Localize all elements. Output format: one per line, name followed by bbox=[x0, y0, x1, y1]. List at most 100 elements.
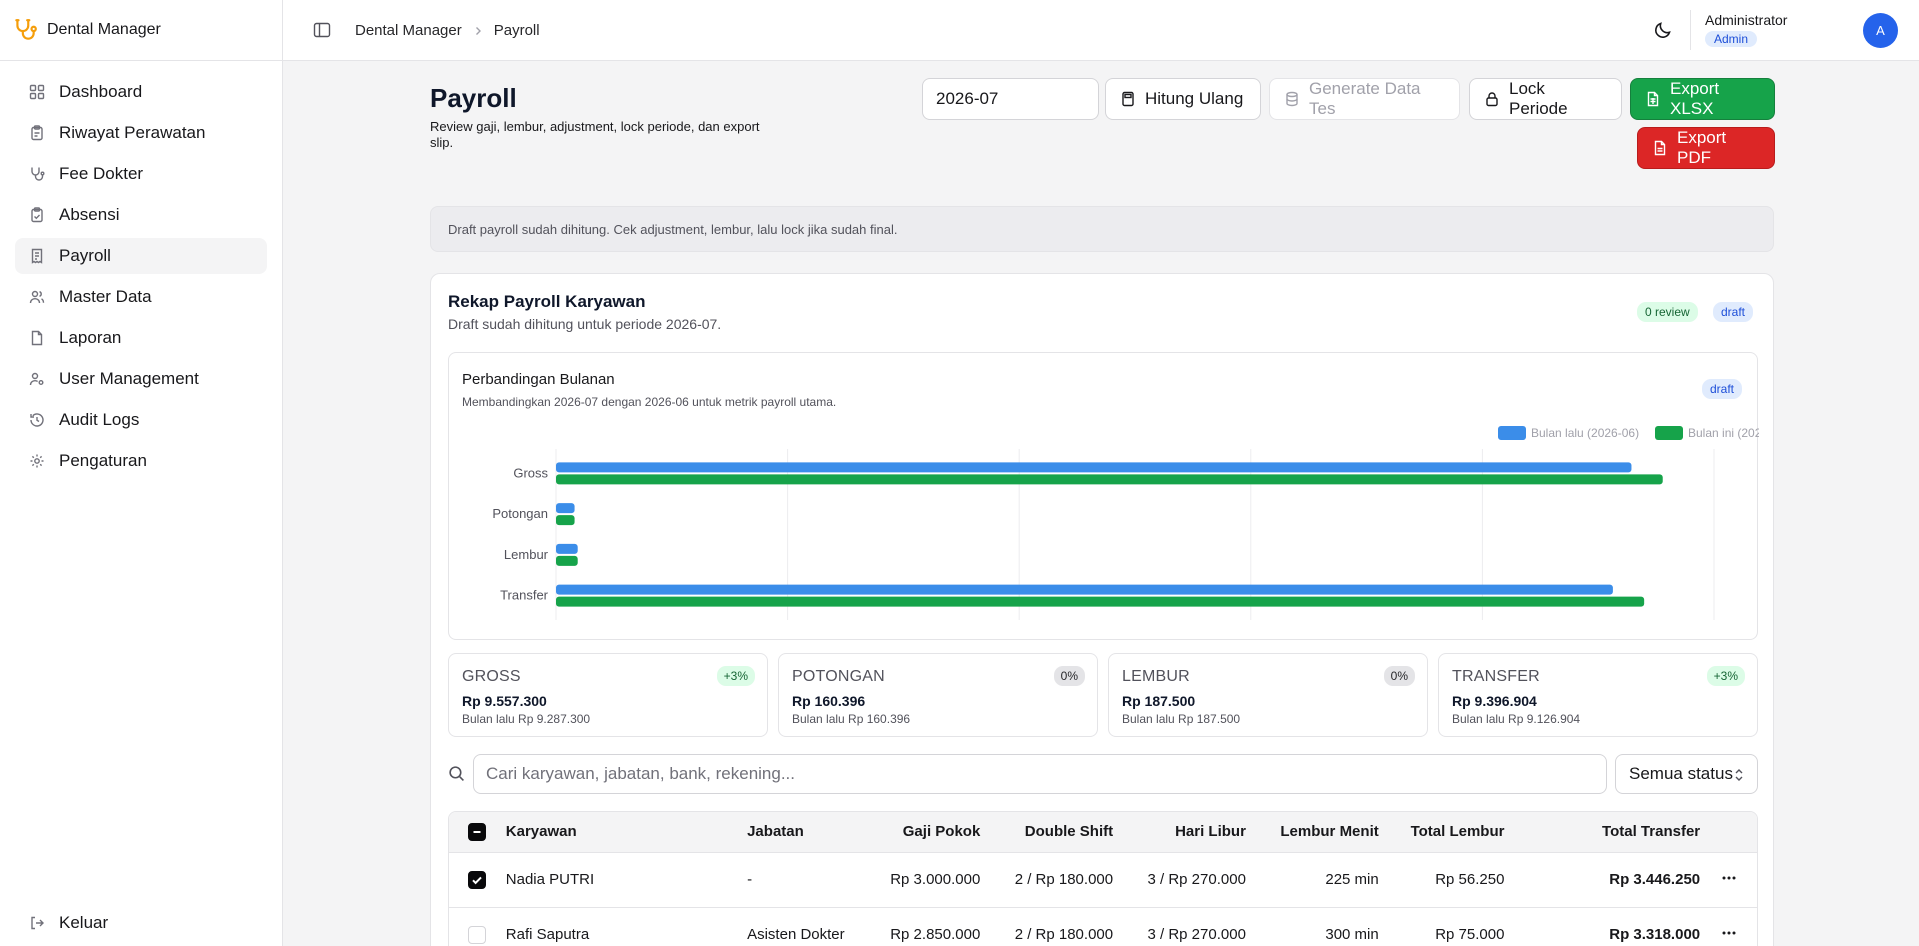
sidebar-item-label: Pengaturan bbox=[59, 451, 147, 470]
export-xlsx-button[interactable]: Export XLSX bbox=[1630, 78, 1775, 120]
sidebar-item-fee-dokter[interactable]: Fee Dokter bbox=[15, 156, 267, 192]
category-label: Lembur bbox=[504, 547, 549, 562]
generate-test-data-label: Generate Data Tes bbox=[1309, 79, 1421, 118]
stat-previous: Bulan lalu Rp 187.500 bbox=[1122, 712, 1241, 726]
cell-transfer-total: Rp 3.446.250 bbox=[1504, 852, 1701, 908]
moon-icon[interactable] bbox=[1653, 20, 1673, 40]
gear-icon bbox=[30, 454, 44, 468]
recalculate-button[interactable]: Hitung Ulang bbox=[1105, 78, 1261, 120]
row-actions-button[interactable] bbox=[1700, 852, 1757, 908]
legend-swatch bbox=[1498, 426, 1526, 440]
column-header[interactable]: Gaji Pokok bbox=[858, 812, 981, 853]
row-actions-button[interactable] bbox=[1700, 907, 1757, 946]
topbar: Dental Manager Payroll Administrator Adm… bbox=[283, 0, 1919, 61]
stat-card-potongan: POTONGAN Rp 160.396 Bulan lalu Rp 160.39… bbox=[778, 653, 1098, 737]
stat-card-lembur: LEMBUR Rp 187.500 Bulan lalu Rp 187.500 … bbox=[1108, 653, 1428, 737]
stat-card-gross: GROSS Rp 9.557.300 Bulan lalu Rp 9.287.3… bbox=[448, 653, 768, 737]
logout-label: Keluar bbox=[59, 913, 109, 932]
avatar[interactable]: A bbox=[1863, 13, 1898, 48]
period-input[interactable] bbox=[922, 78, 1099, 120]
user-role-badge: Admin bbox=[1705, 31, 1758, 47]
recap-subtitle: Draft sudah dihitung untuk periode 2026-… bbox=[448, 316, 722, 332]
chart-bars bbox=[556, 462, 1663, 607]
stat-change-badge: 0% bbox=[1383, 666, 1415, 686]
table-row[interactable]: Rafi Saputra Asisten Dokter Rp 2.850.000… bbox=[449, 907, 1757, 946]
sidebar-item-label: Master Data bbox=[59, 287, 152, 306]
column-header[interactable]: Total Lembur bbox=[1378, 812, 1505, 853]
column-header[interactable]: Jabatan bbox=[747, 812, 859, 853]
row-checkbox[interactable] bbox=[468, 925, 487, 944]
cell-employee: Nadia PUTRI bbox=[505, 852, 748, 908]
chevron-right-icon bbox=[475, 26, 481, 35]
chevrons-up-down-icon bbox=[1735, 769, 1743, 781]
stat-change-badge: +3% bbox=[1706, 666, 1745, 686]
stat-value: Rp 187.500 bbox=[1122, 693, 1196, 709]
column-header[interactable]: Total Transfer bbox=[1504, 812, 1701, 853]
cell-position: - bbox=[747, 852, 859, 908]
row-select-cell bbox=[449, 852, 506, 908]
cell-holiday: 3 / Rp 270.000 bbox=[1113, 907, 1246, 946]
sidebar-item-audit-logs[interactable]: Audit Logs bbox=[15, 402, 267, 438]
bar-previous bbox=[556, 462, 1632, 473]
brand: Dental Manager bbox=[0, 0, 282, 61]
user-name: Administrator bbox=[1705, 12, 1788, 28]
breadcrumb-item-home[interactable]: Dental Manager bbox=[355, 22, 462, 39]
status-filter-select[interactable]: Semua status bbox=[1615, 754, 1758, 794]
sidebar-toggle-icon[interactable] bbox=[313, 21, 331, 39]
sidebar-item-label: Audit Logs bbox=[59, 410, 140, 429]
cell-double-shift: 2 / Rp 180.000 bbox=[980, 852, 1114, 908]
sidebar-item-label: User Management bbox=[59, 369, 199, 388]
chart-title: Perbandingan Bulanan bbox=[462, 371, 615, 388]
search-input[interactable] bbox=[473, 754, 1607, 794]
sidebar-item-dashboard[interactable]: Dashboard bbox=[15, 74, 267, 110]
sidebar-nav: Dashboard Riwayat Perawatan Fee Dokter A… bbox=[0, 61, 282, 497]
stat-change-badge: 0% bbox=[1053, 666, 1085, 686]
sidebar-item-riwayat-perawatan[interactable]: Riwayat Perawatan bbox=[15, 115, 267, 151]
brand-name: Dental Manager bbox=[47, 21, 161, 38]
sidebar-item-laporan[interactable]: Laporan bbox=[15, 320, 267, 356]
users-icon bbox=[29, 290, 45, 304]
select-all-checkbox[interactable] bbox=[468, 822, 487, 841]
table-row[interactable]: Nadia PUTRI - Rp 3.000.000 2 / Rp 180.00… bbox=[449, 852, 1757, 908]
sidebar-item-pengaturan[interactable]: Pengaturan bbox=[15, 443, 267, 479]
stat-card-transfer: TRANSFER Rp 9.396.904 Bulan lalu Rp 9.12… bbox=[1438, 653, 1758, 737]
lock-period-button[interactable]: Lock Periode bbox=[1469, 78, 1622, 120]
category-label: Gross bbox=[513, 465, 548, 480]
stat-value: Rp 160.396 bbox=[792, 693, 866, 709]
row-checkbox[interactable] bbox=[468, 870, 487, 889]
payroll-recap-card: Rekap Payroll Karyawan Draft sudah dihit… bbox=[430, 273, 1774, 946]
review-count-badge: 0 review bbox=[1637, 302, 1698, 322]
comparison-bar-chart: Bulan lalu (2026-06)Bulan ini (2026-07) … bbox=[492, 426, 1759, 620]
lock-icon bbox=[1486, 92, 1498, 107]
check-icon bbox=[472, 876, 483, 884]
bar-previous bbox=[556, 503, 575, 514]
column-header[interactable]: Lembur Menit bbox=[1245, 812, 1379, 853]
stat-value: Rp 9.396.904 bbox=[1452, 693, 1537, 709]
notice-text: Draft payroll sudah dihitung. Cek adjust… bbox=[448, 221, 898, 237]
chart-legend: Bulan lalu (2026-06) Bulan ini (2026-07) bbox=[1498, 426, 1759, 440]
bar-current bbox=[556, 596, 1645, 607]
chart-status-badge: draft bbox=[1702, 379, 1743, 399]
column-header[interactable]: Hari Libur bbox=[1113, 812, 1246, 853]
bar-current bbox=[556, 474, 1663, 485]
sidebar-item-user-management[interactable]: User Management bbox=[15, 361, 267, 397]
chart-subtitle: Membandingkan 2026-07 dengan 2026-06 unt… bbox=[462, 395, 837, 409]
column-header[interactable]: Double Shift bbox=[980, 812, 1114, 853]
export-xlsx-label: Export XLSX bbox=[1670, 79, 1720, 118]
chart-category-labels: Gross Potongan Lembur Transfer bbox=[492, 465, 548, 602]
bar-current bbox=[556, 515, 575, 526]
column-header[interactable]: Karyawan bbox=[505, 812, 748, 853]
sidebar-item-master-data[interactable]: Master Data bbox=[15, 279, 267, 315]
generate-test-data-button[interactable]: Generate Data Tes bbox=[1269, 78, 1460, 120]
sidebar-item-payroll[interactable]: Payroll bbox=[15, 238, 267, 274]
actions-header bbox=[1700, 812, 1757, 853]
bar-previous bbox=[556, 584, 1613, 595]
export-pdf-button[interactable]: Export PDF bbox=[1637, 127, 1775, 169]
logout-button[interactable]: Keluar bbox=[15, 900, 268, 946]
stat-previous: Bulan lalu Rp 9.287.300 bbox=[462, 712, 591, 726]
stat-previous: Bulan lalu Rp 9.126.904 bbox=[1452, 712, 1581, 726]
stethoscope-icon bbox=[31, 167, 45, 181]
sidebar-item-label: Dashboard bbox=[59, 82, 143, 101]
cell-employee: Rafi Saputra bbox=[505, 907, 748, 946]
sidebar-item-absensi[interactable]: Absensi bbox=[15, 197, 267, 233]
